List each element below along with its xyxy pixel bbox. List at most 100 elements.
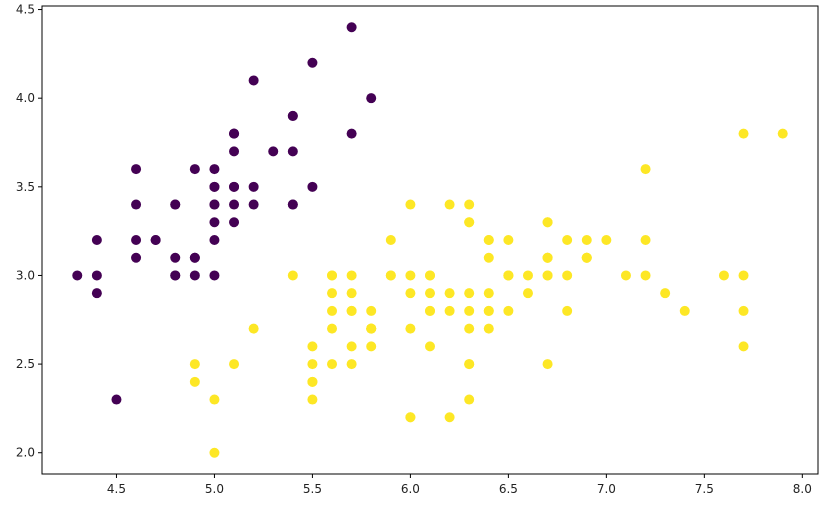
- data-point: [405, 199, 416, 210]
- data-point: [229, 199, 240, 210]
- data-point: [287, 146, 298, 157]
- data-point: [405, 270, 416, 281]
- data-point: [307, 376, 318, 387]
- data-point: [425, 305, 435, 316]
- data-point: [307, 57, 318, 68]
- data-point: [444, 288, 455, 299]
- data-point: [483, 323, 494, 334]
- data-point: [503, 270, 514, 281]
- data-point: [248, 181, 259, 192]
- x-tick-label: 7.5: [695, 482, 714, 496]
- data-point: [483, 235, 494, 245]
- data-point: [562, 235, 573, 245]
- y-tick-label: 4.0: [16, 91, 35, 105]
- data-point: [209, 235, 220, 245]
- data-point: [444, 199, 455, 210]
- x-tick-label: 4.5: [107, 482, 126, 496]
- data-point: [738, 128, 749, 139]
- data-point: [327, 288, 338, 299]
- x-tick-label: 5.5: [303, 482, 322, 496]
- data-point: [640, 164, 651, 175]
- data-point: [327, 270, 338, 281]
- data-point: [268, 146, 279, 157]
- data-point: [581, 235, 592, 245]
- y-tick-label: 2.5: [16, 357, 35, 371]
- data-point: [640, 270, 651, 281]
- data-point: [601, 235, 612, 245]
- data-point: [307, 181, 318, 192]
- data-point: [366, 341, 377, 352]
- data-point: [229, 359, 240, 370]
- data-point: [346, 305, 357, 316]
- data-point: [248, 199, 259, 210]
- data-point: [91, 235, 102, 245]
- data-point: [464, 288, 475, 299]
- data-point: [581, 252, 592, 263]
- data-point: [483, 252, 494, 263]
- data-point: [170, 252, 181, 263]
- data-point: [91, 270, 102, 281]
- data-point: [209, 447, 220, 458]
- data-point: [522, 270, 533, 281]
- y-tick-label: 3.5: [16, 180, 35, 194]
- y-tick-label: 4.5: [16, 3, 35, 17]
- data-point: [229, 128, 240, 139]
- data-point: [464, 217, 475, 228]
- x-tick-label: 5.0: [205, 482, 224, 496]
- data-point: [189, 252, 200, 263]
- data-point: [209, 270, 220, 281]
- data-point: [346, 288, 357, 299]
- data-point: [640, 235, 651, 245]
- x-tick-label: 6.5: [499, 482, 518, 496]
- data-point: [229, 146, 240, 157]
- data-point: [405, 288, 416, 299]
- data-point: [464, 323, 475, 334]
- data-point: [464, 394, 475, 405]
- plot-frame: [41, 5, 819, 475]
- data-point: [346, 22, 357, 33]
- data-point: [307, 394, 318, 405]
- y-axis: 2.0 2.5 3.0 3.5 4.0 4.5: [16, 3, 42, 460]
- data-point: [209, 394, 220, 405]
- data-point: [620, 270, 631, 281]
- points-layer: [72, 22, 788, 458]
- data-point: [189, 359, 200, 370]
- x-axis: 4.5 5.0 5.5 6.0 6.5 7.0 7.5 8.0: [107, 474, 812, 496]
- data-point: [327, 359, 338, 370]
- data-point: [366, 323, 377, 334]
- data-point: [131, 199, 142, 210]
- data-point: [131, 164, 142, 175]
- data-point: [209, 164, 220, 175]
- data-point: [229, 181, 240, 192]
- data-point: [718, 270, 729, 281]
- data-point: [503, 305, 514, 316]
- data-point: [131, 252, 142, 263]
- data-point: [346, 341, 357, 352]
- x-tick-label: 7.0: [597, 482, 616, 496]
- data-point: [405, 323, 416, 334]
- data-point: [679, 305, 690, 316]
- data-point: [542, 359, 553, 370]
- data-point: [327, 323, 338, 334]
- data-point: [248, 75, 259, 86]
- data-point: [229, 217, 240, 228]
- data-point: [444, 305, 455, 316]
- data-point: [209, 217, 220, 228]
- data-point: [483, 288, 494, 299]
- data-point: [464, 359, 475, 370]
- data-point: [464, 199, 475, 210]
- data-point: [777, 128, 788, 139]
- data-point: [405, 412, 416, 423]
- data-point: [189, 164, 200, 175]
- data-point: [522, 288, 533, 299]
- data-point: [444, 412, 455, 423]
- data-point: [287, 199, 298, 210]
- data-point: [346, 270, 357, 281]
- y-tick-label: 2.0: [16, 446, 35, 460]
- data-point: [542, 270, 553, 281]
- data-point: [660, 288, 671, 299]
- x-tick-label: 6.0: [401, 482, 420, 496]
- data-point: [738, 341, 749, 352]
- data-point: [209, 181, 220, 192]
